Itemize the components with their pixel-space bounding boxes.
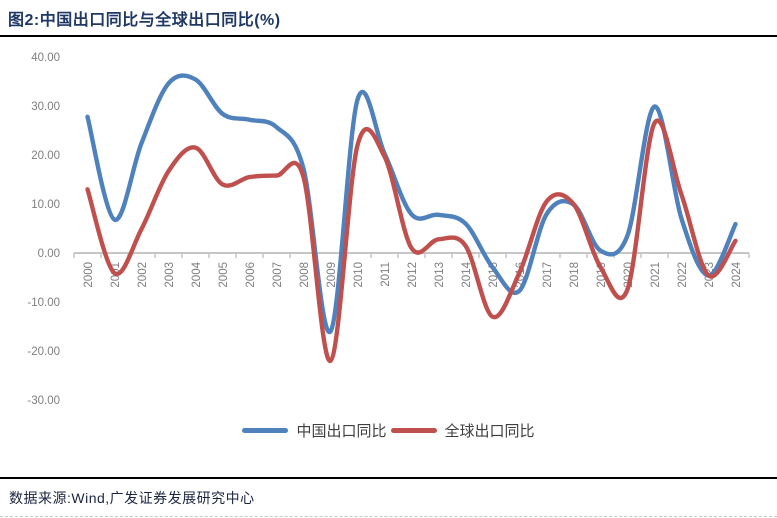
y-axis-tick-label: -30.00 xyxy=(27,395,60,407)
chart-legend: 中国出口同比 全球出口同比 xyxy=(0,420,777,441)
x-axis-year-label: 2008 xyxy=(299,262,311,288)
x-axis-year-label: 2004 xyxy=(191,261,203,287)
x-axis-year-label: 2021 xyxy=(650,262,662,288)
x-axis-year-label: 2012 xyxy=(407,262,419,288)
x-axis-year-label: 2011 xyxy=(380,262,392,287)
y-axis-tick-label: -10.00 xyxy=(27,297,60,309)
legend-item-global: 全球出口同比 xyxy=(390,420,535,441)
x-axis-year-label: 2018 xyxy=(569,262,581,288)
x-axis-year-label: 2013 xyxy=(434,262,446,288)
china-series-line-swatch xyxy=(242,428,289,433)
data-source-text: 数据来源:Wind,广发证券发展研究中心 xyxy=(9,489,255,506)
legend-label-china: 中国出口同比 xyxy=(296,423,387,440)
y-axis-tick-label: -20.00 xyxy=(27,346,60,358)
x-axis-year-label: 2002 xyxy=(137,262,149,288)
source-bar: 数据来源:Wind,广发证券发展研究中心 xyxy=(0,477,777,517)
legend-item-china: 中国出口同比 xyxy=(242,420,387,441)
x-axis-year-label: 2007 xyxy=(272,262,284,288)
y-axis-tick-label: 20.00 xyxy=(31,150,60,162)
x-axis-year-label: 2017 xyxy=(542,262,554,288)
y-axis-tick-label: 0.00 xyxy=(38,248,60,260)
title-divider xyxy=(0,35,777,37)
x-axis-year-label: 2010 xyxy=(353,262,365,288)
x-axis-year-label: 2014 xyxy=(461,261,473,287)
x-axis-year-label: 2000 xyxy=(83,262,95,288)
x-axis-year-label: 2022 xyxy=(677,262,689,288)
x-axis-year-label: 2024 xyxy=(731,261,743,287)
x-axis-year-label: 2003 xyxy=(164,262,176,288)
line-chart-canvas: 40.00 30.00 20.00 10.00 0.00 -10.00 -20.00 -30.… xyxy=(27,52,750,407)
chart-title: 图2:中国出口同比与全球出口同比(%) xyxy=(8,12,281,29)
x-axis-year-label: 2009 xyxy=(326,262,338,288)
y-axis-tick-label: 40.00 xyxy=(31,52,60,64)
x-axis-year-label: 2006 xyxy=(245,262,257,288)
y-axis-tick-label: 30.00 xyxy=(31,101,60,113)
x-axis-year-label: 2005 xyxy=(218,262,230,288)
series-line-china xyxy=(85,73,738,334)
y-axis-tick-label: 10.00 xyxy=(31,199,60,211)
legend-label-global: 全球出口同比 xyxy=(444,423,535,440)
series-line-global xyxy=(85,118,738,364)
global-series-line-swatch xyxy=(390,428,437,433)
